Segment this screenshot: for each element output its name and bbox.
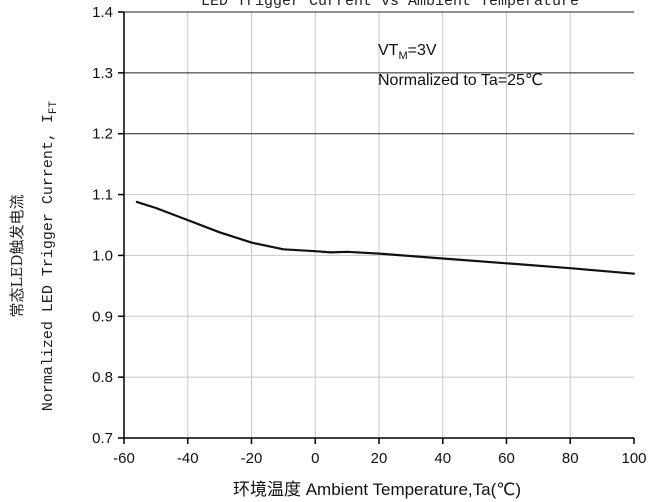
y-tick-label: 1.2 (92, 126, 113, 143)
x-tick-label: 60 (498, 450, 515, 467)
annotation-vtm: VTM=3V (378, 42, 437, 62)
annotation-vtm-main: VT (378, 42, 399, 59)
y-tick-label: 1.4 (92, 4, 113, 21)
y-tick-label: 1.1 (92, 187, 113, 204)
y-tick-label: 1.3 (92, 65, 113, 82)
series-line (135, 200, 636, 275)
series-layer (135, 200, 636, 275)
x-tick-label: 40 (434, 450, 451, 467)
x-tick-label: -20 (241, 450, 263, 467)
y-tick-label: 0.8 (92, 369, 113, 386)
x-axis-label: 环境温度 Ambient Temperature,Ta(℃) (233, 480, 521, 499)
y-axis-label-en-sub: FT (48, 100, 60, 114)
x-tick-label: 100 (621, 450, 646, 467)
annotation-vtm-sub: M (398, 50, 407, 62)
y-tick-label: 0.9 (92, 308, 113, 325)
x-tick-label: -60 (113, 450, 135, 467)
y-tick-label: 1.0 (92, 247, 113, 264)
y-tick-label: 0.7 (92, 430, 113, 447)
axes (118, 11, 635, 444)
grid (124, 11, 634, 438)
y-axis-label-cn: 常态LED触发电流 (8, 195, 26, 318)
y-axis-label-en: Normalized LED Trigger Current, IFT (40, 100, 60, 411)
annotation-vtm-rest: =3V (408, 42, 437, 59)
x-tick-label: 20 (371, 450, 388, 467)
tick-labels: 0.7 0.8 0.9 1.0 1.1 1.2 1.3 1.4 -60 -40 -20 0 20 40 60… (92, 4, 646, 467)
chart-title: LED Trigger Current vs Ambient Temperatu… (201, 0, 579, 10)
x-tick-label: 0 (311, 450, 319, 467)
x-tick-label: 80 (562, 450, 579, 467)
y-axis-label-en-main: Normalized LED Trigger Current, I (40, 114, 57, 411)
x-tick-label: -40 (177, 450, 199, 467)
annotation-normalized: Normalized to Ta=25℃ (378, 72, 543, 89)
